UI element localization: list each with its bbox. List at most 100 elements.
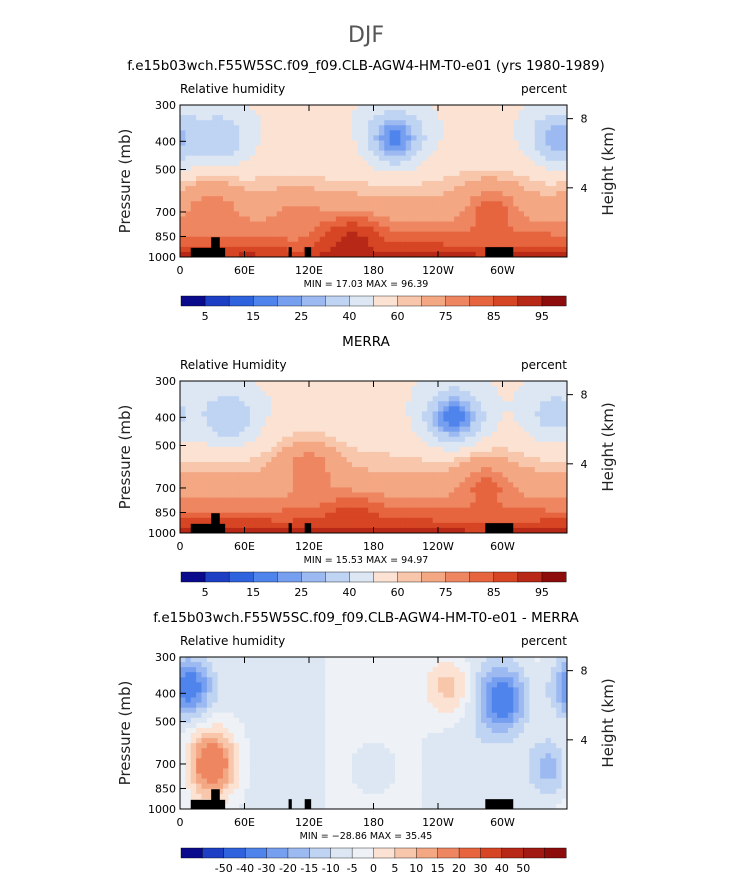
heatmap-cell	[282, 120, 288, 126]
heatmap-cell	[341, 381, 348, 387]
heatmap-cell	[185, 477, 192, 483]
heatmap-cell	[411, 105, 417, 111]
heatmap-cell	[405, 477, 412, 483]
heatmap-cell	[298, 406, 305, 412]
topography-block	[211, 237, 220, 257]
heatmap-cell	[346, 497, 353, 503]
heatmap-cell	[271, 396, 278, 402]
heatmap-cell	[196, 165, 202, 172]
heatmap-cell	[217, 431, 224, 438]
heatmap-cell	[384, 487, 391, 493]
heatmap-cell	[540, 672, 546, 678]
heatmap-cell	[309, 426, 315, 433]
heatmap-cell	[212, 120, 219, 126]
heatmap-cell	[212, 231, 219, 238]
heatmap-cell	[206, 667, 213, 673]
heatmap-cell	[454, 672, 460, 678]
heatmap-cell	[545, 201, 552, 207]
heatmap-cell	[454, 446, 460, 453]
heatmap-cell	[438, 426, 444, 433]
heatmap-cell	[266, 421, 272, 427]
heatmap-cell	[470, 241, 477, 248]
heatmap-cell	[298, 527, 305, 534]
heatmap-cell	[459, 446, 466, 453]
heatmap-cell	[534, 231, 541, 238]
heatmap-cell	[545, 135, 552, 141]
heatmap-cell	[497, 211, 503, 217]
heatmap-cell	[497, 236, 503, 243]
heatmap-cell	[395, 672, 401, 678]
heatmap-cell	[529, 125, 536, 131]
heatmap-cell	[196, 105, 202, 111]
heatmap-cell	[561, 381, 568, 387]
heatmap-cell	[255, 416, 262, 422]
heatmap-cell	[427, 125, 434, 131]
heatmap-cell	[524, 186, 530, 192]
heatmap-cell	[524, 115, 530, 121]
heatmap-cell	[400, 657, 407, 663]
heatmap-cell	[384, 507, 391, 514]
heatmap-cell	[534, 216, 541, 222]
heatmap-cell	[180, 241, 186, 248]
heatmap-cell	[491, 165, 498, 172]
heatmap-cell	[395, 687, 401, 693]
heatmap-cell	[196, 175, 202, 182]
heatmap-cell	[481, 251, 487, 258]
heatmap-cell	[201, 487, 208, 493]
heatmap-cell	[330, 391, 337, 397]
x-tick-label: 60W	[490, 540, 515, 553]
heatmap-cell	[346, 236, 353, 243]
heatmap-cell	[427, 451, 434, 458]
heatmap-cell	[233, 196, 240, 202]
heatmap-cell	[352, 512, 358, 519]
x-tick-label: 120W	[422, 264, 454, 277]
heatmap-cell	[513, 140, 520, 146]
heatmap-cell	[260, 231, 267, 238]
heatmap-cell	[481, 662, 487, 668]
heatmap-cell	[201, 110, 208, 116]
heatmap-cell	[475, 512, 482, 519]
heatmap-cell	[421, 186, 428, 192]
heatmap-cell	[540, 497, 546, 503]
heatmap-cell	[507, 441, 514, 448]
heatmap-cell	[330, 201, 337, 207]
heatmap-cell	[556, 401, 563, 407]
heatmap-cell	[233, 186, 240, 192]
heatmap-cell	[395, 165, 401, 172]
heatmap-cell	[561, 170, 568, 177]
heatmap-cell	[400, 401, 407, 407]
heatmap-cell	[282, 206, 288, 212]
heatmap-cell	[373, 677, 380, 683]
heatmap-cell	[239, 406, 245, 412]
heatmap-cell	[438, 527, 444, 534]
heatmap-cell	[292, 386, 299, 392]
heatmap-cell	[550, 226, 557, 233]
heatmap-cell	[282, 441, 288, 448]
heatmap-cell	[314, 115, 321, 121]
heatmap-cell	[180, 667, 186, 673]
heatmap-cell	[502, 517, 509, 524]
heatmap-cell	[432, 160, 439, 167]
heatmap-cell	[357, 175, 364, 182]
heatmap-cell	[448, 241, 455, 248]
heatmap-cell	[513, 226, 520, 233]
heatmap-cell	[352, 206, 358, 212]
heatmap-cell	[362, 512, 369, 519]
heatmap-cell	[459, 201, 466, 207]
heatmap-cell	[346, 241, 353, 248]
heatmap-cell	[330, 662, 337, 668]
heatmap-cell	[491, 191, 498, 197]
heatmap-cell	[529, 155, 536, 162]
heatmap-cell	[287, 115, 294, 121]
heatmap-cell	[233, 446, 240, 453]
heatmap-cell	[443, 492, 450, 498]
heatmap-cell	[513, 236, 520, 243]
heatmap-cell	[346, 682, 353, 688]
heatmap-cell	[314, 512, 321, 519]
heatmap-cell	[475, 482, 482, 488]
heatmap-cell	[448, 497, 455, 503]
heatmap-cell	[217, 191, 224, 197]
heatmap-cell	[206, 191, 213, 197]
heatmap-cell	[260, 421, 267, 427]
heatmap-cell	[260, 381, 267, 387]
